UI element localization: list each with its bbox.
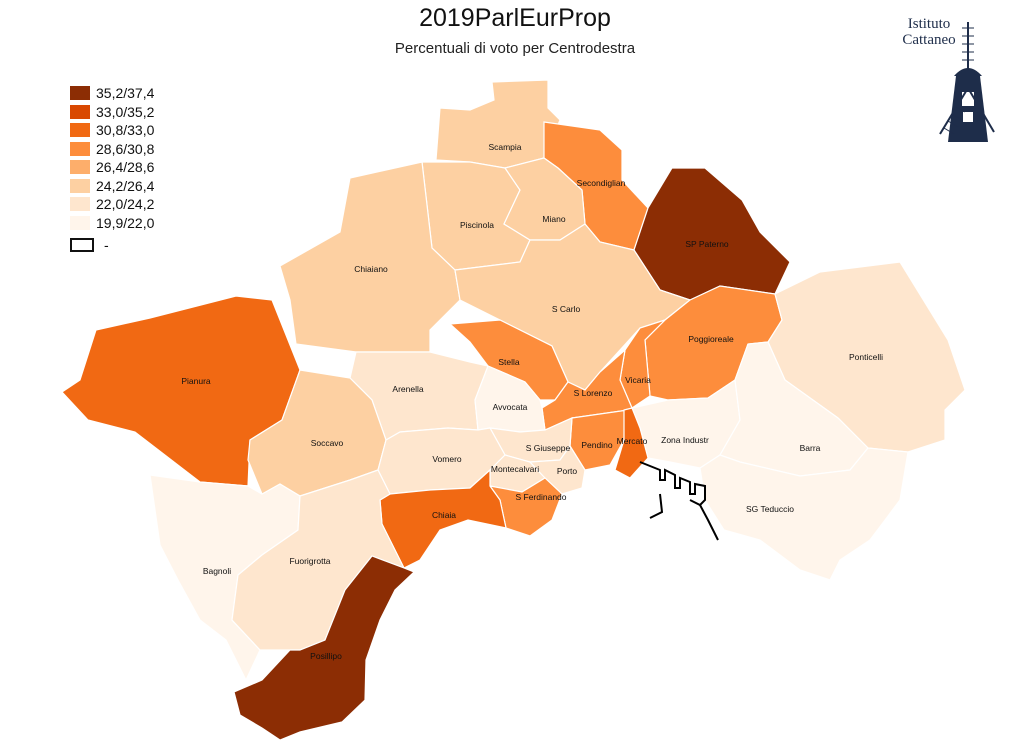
label-soccavo: Soccavo [311, 438, 344, 448]
label-vomero: Vomero [432, 454, 462, 464]
legend-item: 24,2/26,4 [70, 177, 154, 196]
label-s-lorenzo: S Lorenzo [574, 388, 613, 398]
legend-item: 22,0/24,2 [70, 195, 154, 214]
label-porto: Porto [557, 466, 578, 476]
label-pendino: Pendino [581, 440, 612, 450]
label-mercato: Mercato [617, 436, 648, 446]
label-chiaia: Chiaia [432, 510, 456, 520]
label-zona-industriale: Zona Industr [661, 435, 709, 445]
legend-label: 24,2/26,4 [96, 177, 155, 194]
legend-swatch [70, 178, 90, 193]
district-stella[interactable] [448, 319, 569, 401]
label-scampia: Scampia [488, 142, 521, 152]
legend: 35,2/37,4 33,0/35,2 30,8/33,0 28,6/30,8 … [70, 84, 154, 255]
windmill-icon [939, 22, 995, 142]
legend-label: 26,4/28,6 [96, 159, 155, 176]
label-poggioreale: Poggioreale [688, 334, 734, 344]
legend-label: - [104, 237, 109, 254]
legend-label: 35,2/37,4 [96, 85, 155, 102]
legend-swatch [70, 215, 90, 230]
label-secondigliano: Secondiglian [577, 178, 626, 188]
legend-label: 19,9/22,0 [96, 214, 155, 231]
legend-swatch [70, 141, 90, 156]
legend-swatch [70, 86, 90, 101]
label-ponticelli: Ponticelli [849, 352, 883, 362]
logo-text-line2: Cattaneo [902, 32, 956, 48]
label-pianura: Pianura [181, 376, 211, 386]
legend-item: 19,9/22,0 [70, 214, 154, 233]
label-vicaria: Vicaria [625, 375, 651, 385]
legend-swatch [70, 123, 90, 138]
label-posillipo: Posillipo [310, 651, 342, 661]
district-labels: Scampia Secondiglian Piscinola Miano SP … [181, 142, 883, 661]
district-posillipo[interactable] [233, 555, 416, 741]
label-barra: Barra [800, 443, 821, 453]
istituto-cattaneo-logo: Istituto Cattaneo [884, 14, 1004, 149]
district-mercato[interactable] [614, 407, 649, 479]
label-sp-paterno: SP Paterno [685, 239, 729, 249]
district-sg-teduccio[interactable] [699, 447, 909, 581]
map-subtitle: Percentuali di voto per Centrodestra [394, 40, 636, 57]
label-bagnoli: Bagnoli [203, 566, 231, 576]
legend-item: 26,4/28,6 [70, 158, 154, 177]
label-chiaiano: Chiaiano [354, 264, 388, 274]
label-stella: Stella [498, 357, 520, 367]
legend-item: 33,0/35,2 [70, 103, 154, 122]
label-s-carlo: S Carlo [552, 304, 581, 314]
label-piscinola: Piscinola [460, 220, 494, 230]
legend-label: 30,8/33,0 [96, 122, 155, 139]
label-avvocata: Avvocata [493, 402, 528, 412]
map-title: 2019ParlEurProp [419, 4, 611, 32]
harbor-piers [639, 461, 719, 541]
legend-swatch-empty [70, 238, 94, 253]
legend-swatch [70, 104, 90, 119]
logo-text-line1: Istituto [907, 16, 951, 32]
label-montecalvario: Montecalvari [491, 464, 539, 474]
label-s-ferdinando: S Ferdinando [515, 492, 566, 502]
legend-swatch [70, 197, 90, 212]
legend-item: 28,6/30,8 [70, 140, 154, 159]
label-sg-teduccio: SG Teduccio [746, 504, 794, 514]
label-s-giuseppe: S Giuseppe [526, 443, 571, 453]
legend-item: - [70, 236, 154, 255]
legend-item: 35,2/37,4 [70, 84, 154, 103]
legend-item: 30,8/33,0 [70, 121, 154, 140]
label-fuorigrotta: Fuorigrotta [289, 556, 330, 566]
legend-label: 22,0/24,2 [96, 196, 155, 213]
legend-swatch [70, 160, 90, 175]
legend-label: 28,6/30,8 [96, 140, 155, 157]
district-scampia[interactable] [435, 79, 561, 169]
legend-label: 33,0/35,2 [96, 103, 155, 120]
label-arenella: Arenella [392, 384, 423, 394]
label-miano: Miano [542, 214, 565, 224]
district-sp-paterno[interactable] [633, 167, 791, 301]
